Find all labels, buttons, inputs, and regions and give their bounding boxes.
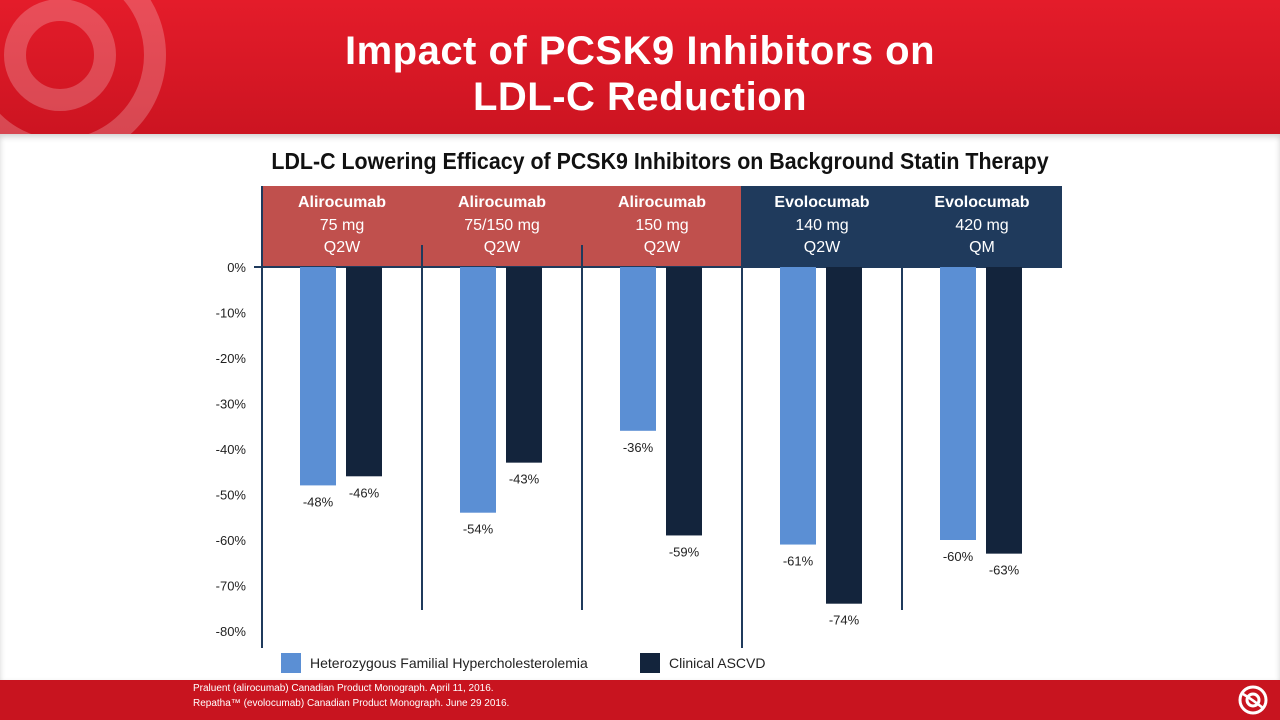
group-header-5	[902, 186, 1062, 267]
group-drug-label: Alirocumab	[618, 194, 706, 211]
legend-swatch-hefh	[281, 653, 301, 673]
group-frequency-label: Q2W	[324, 239, 361, 256]
group-header-1	[262, 186, 422, 267]
group-frequency-label: QM	[969, 239, 995, 256]
data-label: -59%	[669, 544, 700, 559]
group-frequency-label: Q2W	[804, 239, 841, 256]
group-dose-label: 75/150 mg	[464, 217, 540, 234]
group-drug-label: Evolocumab	[774, 194, 869, 211]
group-dose-label: 140 mg	[795, 217, 848, 234]
bar-ascvd-2	[506, 267, 542, 463]
bar-hefh-4	[780, 267, 816, 545]
data-label: -36%	[623, 440, 654, 455]
y-tick-label: -80%	[216, 624, 247, 639]
data-label: -61%	[783, 554, 814, 569]
data-label: -43%	[509, 472, 540, 487]
group-header-2	[422, 186, 582, 267]
data-label: -74%	[829, 613, 860, 628]
company-logo-icon	[1238, 685, 1268, 715]
y-tick-label: -60%	[216, 533, 247, 548]
slide-title: Impact of PCSK9 Inhibitors on LDL-C Redu…	[0, 28, 1280, 120]
group-drug-label: Alirocumab	[298, 194, 386, 211]
slide-header: Impact of PCSK9 Inhibitors on LDL-C Redu…	[0, 0, 1280, 134]
bar-hefh-3	[620, 267, 656, 431]
bar-hefh-2	[460, 267, 496, 513]
y-tick-label: -40%	[216, 442, 247, 457]
bar-ascvd-5	[986, 267, 1022, 554]
bar-hefh-5	[940, 267, 976, 540]
y-tick-label: -70%	[216, 579, 247, 594]
bar-hefh-1	[300, 267, 336, 486]
data-label: -63%	[989, 563, 1020, 578]
bar-chart: Alirocumab 75 mg Q2W Alirocumab 75/150 mg Q2W…	[216, 186, 1062, 648]
legend-label-ascvd: Clinical ASCVD	[669, 655, 766, 671]
group-frequency-label: Q2W	[484, 239, 521, 256]
group-dose-label: 150 mg	[635, 217, 688, 234]
legend-swatch-ascvd	[640, 653, 660, 673]
group-dose-label: 75 mg	[320, 217, 364, 234]
legend-label-hefh: Heterozygous Familial Hypercholesterolem…	[310, 655, 588, 671]
data-label: -48%	[303, 494, 334, 509]
chart-title: LDL-C Lowering Efficacy of PCSK9 Inhibit…	[271, 148, 1049, 174]
group-drug-label: Evolocumab	[934, 194, 1029, 211]
brand-watermark-icon	[0, 0, 166, 134]
reference-repatha: Repatha™ (evolocumab) Canadian Product M…	[193, 698, 510, 709]
y-tick-label: 0%	[227, 260, 246, 275]
data-label: -54%	[463, 522, 494, 537]
bar-ascvd-3	[666, 267, 702, 536]
group-drug-label: Alirocumab	[458, 194, 546, 211]
data-label: -46%	[349, 485, 380, 500]
y-tick-label: -20%	[216, 351, 247, 366]
group-header-4	[742, 186, 902, 267]
y-tick-label: -10%	[216, 306, 247, 321]
y-tick-label: -30%	[216, 397, 247, 412]
group-frequency-label: Q2W	[644, 239, 681, 256]
bar-ascvd-1	[346, 267, 382, 477]
reference-praluent: Praluent (alirocumab) Canadian Product M…	[193, 683, 494, 694]
group-dose-label: 420 mg	[955, 217, 1008, 234]
slide-title-line-1: Impact of PCSK9 Inhibitors on	[344, 29, 936, 73]
data-label: -60%	[943, 549, 974, 564]
group-header-3	[582, 186, 742, 267]
slide-title-line-2: LDL-C Reduction	[472, 75, 808, 119]
y-tick-label: -50%	[216, 488, 247, 503]
bar-ascvd-4	[826, 267, 862, 604]
slide-footer	[0, 680, 1280, 720]
